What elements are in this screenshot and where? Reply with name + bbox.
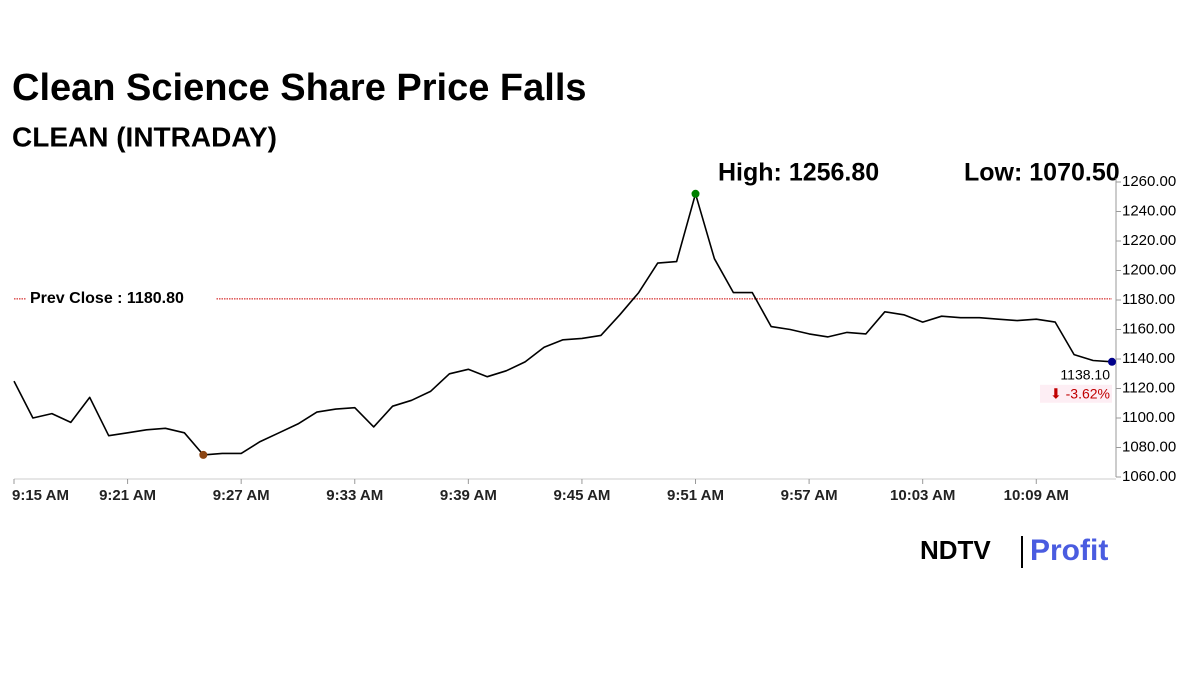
y-tick-label: 1060.00 bbox=[1122, 468, 1176, 485]
y-tick-label: 1080.00 bbox=[1122, 438, 1176, 455]
last-price-label: 1138.10 bbox=[1060, 367, 1110, 383]
low-marker bbox=[199, 450, 208, 459]
x-tick-label: 10:09 AM bbox=[1004, 487, 1069, 504]
x-tick-label: 9:21 AM bbox=[99, 487, 156, 504]
y-tick-label: 1260.00 bbox=[1122, 173, 1176, 190]
y-tick-label: 1200.00 bbox=[1122, 261, 1176, 278]
x-tick-label: 9:39 AM bbox=[440, 487, 497, 504]
y-tick-label: 1240.00 bbox=[1122, 202, 1176, 219]
last-marker bbox=[1108, 357, 1116, 366]
chart-subtitle: CLEAN (INTRADAY) bbox=[12, 121, 277, 152]
price-line bbox=[13, 193, 1113, 456]
logo-ndtv: NDTV bbox=[920, 535, 991, 565]
low-label: Low: 1070.50 bbox=[964, 159, 1120, 187]
high-label: High: 1256.80 bbox=[718, 159, 879, 187]
y-tick-label: 1180.00 bbox=[1122, 291, 1175, 308]
change-label: ⬇ -3.62% bbox=[1050, 386, 1110, 402]
logo-profit: Profit bbox=[1030, 534, 1108, 567]
y-tick-label: 1220.00 bbox=[1122, 232, 1176, 249]
x-tick-label: 9:45 AM bbox=[553, 487, 610, 504]
x-tick-label: 9:33 AM bbox=[326, 487, 383, 504]
prev-close-label: Prev Close : 1180.80 bbox=[30, 290, 184, 307]
prev-close-bg bbox=[26, 287, 216, 310]
change-bg bbox=[1040, 384, 1112, 403]
y-tick-label: 1120.00 bbox=[1122, 379, 1175, 396]
x-tick-label: 9:15 AM bbox=[12, 487, 69, 504]
x-tick-label: 9:51 AM bbox=[667, 487, 724, 504]
y-tick-label: 1140.00 bbox=[1122, 350, 1175, 367]
chart-title: Clean Science Share Price Falls bbox=[12, 67, 587, 109]
x-tick-label: 9:57 AM bbox=[781, 487, 838, 504]
high-marker bbox=[691, 189, 700, 198]
x-tick-label: 9:27 AM bbox=[213, 487, 270, 504]
x-tick-label: 10:03 AM bbox=[890, 487, 955, 504]
y-tick-label: 1160.00 bbox=[1122, 320, 1175, 337]
y-tick-label: 1100.00 bbox=[1122, 409, 1175, 426]
